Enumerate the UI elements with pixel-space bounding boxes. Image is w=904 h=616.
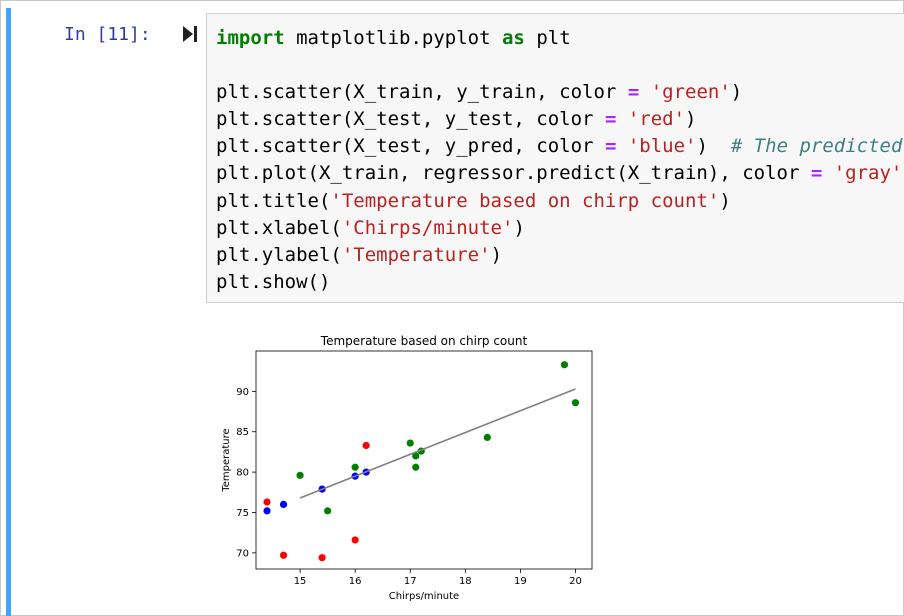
scatter-point xyxy=(412,463,420,471)
code-editor[interactable]: import matplotlib.pyplot as plt plt.scatt… xyxy=(206,13,904,303)
code-line: import matplotlib.pyplot as plt xyxy=(216,27,571,49)
x-tick-label: 18 xyxy=(459,576,472,587)
scatter-point xyxy=(351,536,359,544)
code-line: plt.scatter(X_test, y_pred, color = 'blu… xyxy=(216,135,903,158)
x-tick-label: 19 xyxy=(514,576,527,587)
x-axis-label: Chirps/minute xyxy=(389,591,459,602)
scatter-point xyxy=(263,507,271,515)
regression-line xyxy=(299,388,576,499)
scatter-point xyxy=(571,399,580,407)
scatter-plot: Temperature based on chirp count 15 16 17 18… xyxy=(221,334,593,602)
scatter-point xyxy=(279,500,288,509)
scatter-point xyxy=(560,361,569,369)
code-line: plt.scatter(X_test, y_test, color = 'red… xyxy=(216,108,697,131)
y-tick-label: 70 xyxy=(236,548,249,559)
code-text[interactable]: import matplotlib.pyplot as plt plt.scatt… xyxy=(216,25,904,296)
scatter-point xyxy=(279,551,288,559)
cell-prompt: In [11]: xyxy=(64,24,151,45)
scatter-point xyxy=(324,507,332,515)
scatter-point xyxy=(483,433,491,441)
code-line xyxy=(216,52,904,79)
code-line: plt.ylabel('Temperature') xyxy=(216,243,503,266)
code-line: plt.show() xyxy=(216,270,331,293)
plot-area xyxy=(255,350,593,570)
x-tick-label: 16 xyxy=(349,576,362,587)
x-tick-label: 15 xyxy=(294,576,307,587)
code-line: plt.xlabel('Chirps/minute') xyxy=(216,216,525,239)
scatter-point xyxy=(362,441,370,450)
chart-title: Temperature based on chirp count xyxy=(320,334,528,348)
run-step-icon[interactable] xyxy=(182,24,198,44)
scatter-point xyxy=(263,498,271,506)
y-tick-label: 80 xyxy=(236,468,249,479)
x-tick-label: 17 xyxy=(404,576,417,587)
code-line: plt.title('Temperature based on chirp co… xyxy=(216,189,731,212)
scatter-point xyxy=(412,452,420,460)
selected-cell-indicator xyxy=(6,8,11,616)
x-tick-label: 20 xyxy=(569,576,582,587)
scatter-point xyxy=(318,554,326,562)
y-tick-label: 85 xyxy=(236,427,249,438)
code-line: plt.plot(X_train, regressor.predict(X_tr… xyxy=(216,162,904,185)
scatter-point xyxy=(406,439,414,447)
scatter-point xyxy=(351,463,359,471)
scatter-point xyxy=(296,471,304,479)
y-axis-label: Temperature xyxy=(221,428,232,492)
y-tick-label: 90 xyxy=(236,387,249,398)
code-line: plt.scatter(X_train, y_train, color = 'g… xyxy=(216,81,743,104)
y-tick-label: 75 xyxy=(236,508,249,519)
